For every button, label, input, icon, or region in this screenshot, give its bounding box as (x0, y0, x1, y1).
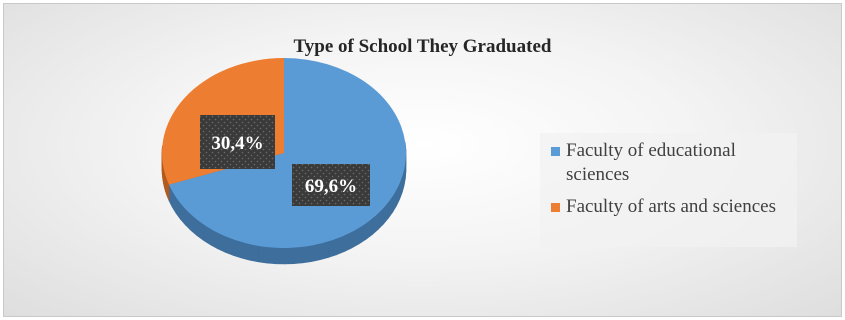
pie-wall-educational-sciences (275, 247, 286, 265)
chart-area: Type of School They Graduated 69,6% 30,4%… (3, 3, 842, 317)
chart-title: Type of School They Graduated (293, 36, 552, 57)
pie-wall-educational-sciences (258, 245, 268, 264)
data-label-box-educational-sciences (292, 164, 370, 206)
data-label-box-arts-and-sciences (200, 115, 275, 169)
pie-chart: 69,6% 30,4% (161, 58, 407, 265)
pie-data-labels: 69,6% 30,4% (200, 115, 370, 206)
pie-wall-educational-sciences (249, 243, 259, 263)
pie-wall-educational-sciences (302, 245, 312, 264)
pie-wall-educational-sciences (266, 246, 277, 265)
pie-wall-educational-sciences (224, 235, 234, 256)
data-label-educational-sciences: 69,6% (305, 176, 357, 197)
pie-top (161, 58, 406, 248)
legend-swatch-educational-sciences (551, 147, 560, 156)
pie-wall-educational-sciences (284, 247, 295, 265)
data-label-arts-and-sciences: 30,4% (211, 133, 263, 154)
legend-label-arts-and-sciences: Faculty of arts and sciences (566, 196, 776, 217)
pie-wall-educational-sciences (293, 246, 303, 265)
pie-wall-educational-sciences (328, 238, 337, 258)
legend-label-educational-sciences: Faculty of educational sciences (566, 140, 736, 185)
pie-wall-educational-sciences (232, 238, 242, 259)
pie-wall-educational-sciences (241, 241, 251, 261)
legend-item-arts-and-sciences: Faculty of arts and sciences (551, 195, 797, 219)
legend-swatch-arts-and-sciences (551, 203, 560, 212)
legend: Faculty of educational sciences Faculty … (540, 133, 797, 247)
legend-item-educational-sciences: Faculty of educational sciences (551, 139, 797, 187)
pie-wall-educational-sciences (319, 241, 329, 261)
pie-wall-educational-sciences (336, 235, 345, 256)
pie-wall-educational-sciences (311, 243, 321, 262)
